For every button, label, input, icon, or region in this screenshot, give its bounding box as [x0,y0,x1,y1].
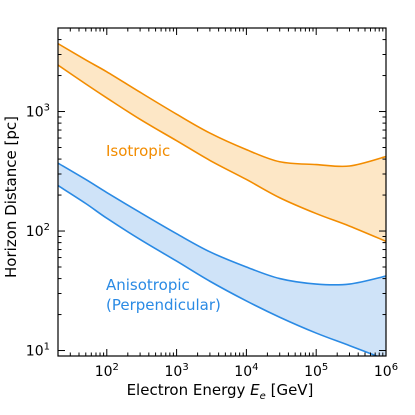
y-tick-label: 101 [26,342,50,360]
plot-frame [57,27,387,357]
band-anisotropic [58,163,386,356]
x-axis-label-text: Electron Energy [127,381,246,399]
x-tick-label: 105 [304,362,328,380]
series-label-anisotropic-line1: Anisotropic [106,276,190,294]
y-tick-label: 102 [26,222,50,240]
series-label-isotropic: Isotropic [106,142,170,160]
upper-line-isotropic [58,42,386,168]
x-tick-label: 102 [95,362,119,380]
plot-area [58,42,386,356]
x-tick-label: 106 [374,362,398,380]
y-axis-label: Horizon Distance [pc] [2,116,20,278]
series-label-anisotropic-line2: (Perpendicular) [106,296,221,314]
axes: 102 103 104 105 106 101 102 103 [26,27,398,380]
upper-line-anisotropic [58,162,386,286]
x-tick-label: 104 [234,362,258,380]
x-axis-label-subscript: e [260,391,266,402]
x-axis-label-unit: [GeV] [271,381,314,399]
x-axis-label: Electron Energy Ee [GeV] [127,381,314,403]
x-axis-label-symbol: E [250,381,260,399]
y-tick-label: 103 [26,103,50,121]
lower-line-isotropic [58,64,386,243]
x-tick-label: 103 [164,362,188,380]
lower-line-anisotropic [58,184,379,356]
